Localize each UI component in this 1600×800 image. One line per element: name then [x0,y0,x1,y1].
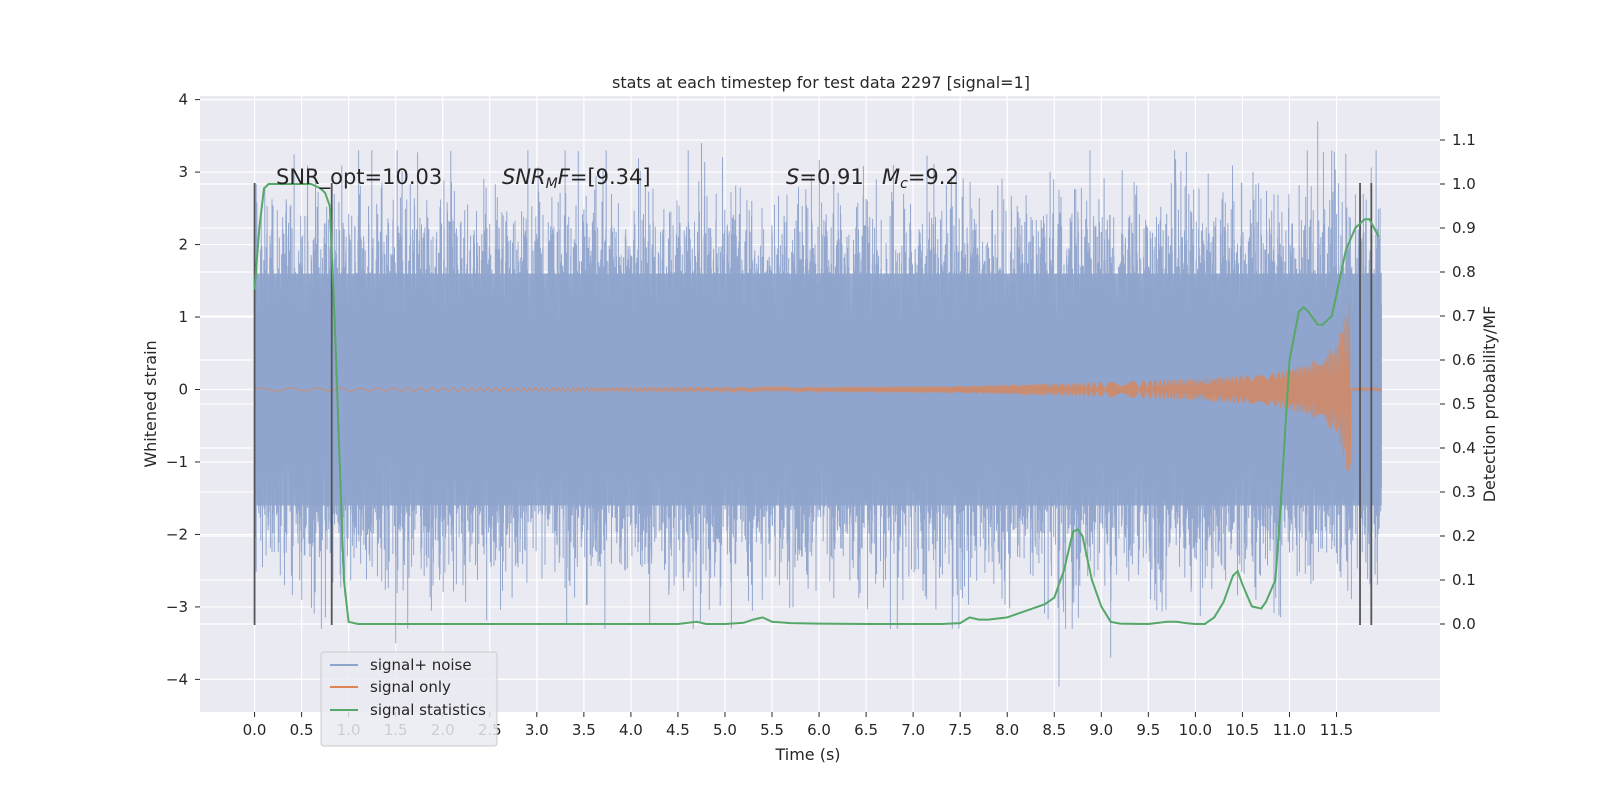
annotation-mc-label: M [882,165,900,189]
annotation-snr-mf-f: F [558,165,571,189]
legend-label-signal-statistics: signal statistics [370,701,486,719]
x-tick-label: 11.0 [1273,721,1306,739]
annotation-s-value: =0.91 [799,165,863,189]
x-tick-label: 6.0 [807,721,831,739]
x-tick-label: 10.5 [1226,721,1259,739]
x-tick-label: 3.0 [525,721,549,739]
legend-label-signal-noise: signal+ noise [370,656,472,674]
y-tick-label-right: 0.6 [1452,351,1476,369]
annotation-mc: Mc=9.2 [882,165,959,192]
x-tick-label: 9.0 [1089,721,1113,739]
y-tick-label-right: 0.4 [1452,439,1476,457]
y-tick-label-right: 0.3 [1452,483,1476,501]
y-tick-label-right: 0.8 [1452,263,1476,281]
x-tick-label: 4.0 [619,721,643,739]
x-tick-label: 0.5 [290,721,314,739]
annotation-snr-mf-label: SNR [502,165,546,189]
x-axis-title: Time (s) [774,745,840,764]
y-tick-label-right: 0.1 [1452,571,1476,589]
y-tick-label-left: 3 [178,163,188,181]
signal-statistics-line [253,183,1380,626]
legend: signal+ noise signal only signal statist… [320,651,498,747]
y-tick-label-left: 4 [178,91,188,109]
annotation-s-label: S [786,165,799,189]
annotation-mc-value: =9.2 [908,165,959,189]
y-tick-label-left: −2 [166,525,188,543]
legend-box [320,651,498,747]
y-axis-title-left: Whitened strain [141,340,160,467]
annotation-snr-opt: SNR_opt=10.03 [276,165,442,190]
y-tick-label-right: 0.9 [1452,219,1476,237]
chart-title: stats at each timestep for test data 229… [612,73,1030,92]
y-tick-label-right: 0.7 [1452,307,1476,325]
annotation-snr-mf: SNRMF=[9.34] [502,165,651,192]
signal-only-line [254,300,1383,472]
x-tick-label: 3.5 [572,721,596,739]
x-tick-label: 8.5 [1042,721,1066,739]
annotation-mc-sub: c [900,176,908,192]
y-axis-title-right: Detection probability/MF [1480,306,1499,503]
y-tick-label-left: −3 [166,598,188,616]
y-tick-label-right: 0.5 [1452,395,1476,413]
y-tick-label-left: 2 [178,236,188,254]
y-tick-label-left: −1 [166,453,188,471]
y-tick-label-right: 1.0 [1452,175,1476,193]
x-tick-label: 7.5 [948,721,972,739]
annotation-snr-mf-value: =[9.34] [570,165,651,189]
x-tick-label: 0.0 [243,721,267,739]
x-tick-label: 4.5 [666,721,690,739]
x-tick-label: 6.5 [854,721,878,739]
x-tick-label: 9.5 [1136,721,1160,739]
annotations: SNR_opt=10.03 SNRMF=[9.34] S=0.91 Mc=9.2 [276,165,959,192]
x-tick-label: 7.0 [901,721,925,739]
y-tick-label-right: 0.0 [1452,615,1476,633]
y-tick-label-left: 1 [178,308,188,326]
signal-only-series [254,300,1383,472]
annotation-s: S=0.91 [786,165,864,189]
x-tick-label: 11.5 [1320,721,1353,739]
y-tick-label-left: 0 [178,381,188,399]
y-tick-label-left: −4 [166,670,188,688]
x-tick-label: 5.5 [760,721,784,739]
y-tick-label-right: 1.1 [1452,131,1476,149]
annotation-snr-mf-sub: M [546,176,558,192]
x-tick-label: 8.0 [995,721,1019,739]
legend-label-signal-only: signal only [370,678,451,696]
y-tick-label-right: 0.2 [1452,527,1476,545]
signal-statistics-series [253,183,1380,626]
x-tick-label: 5.0 [713,721,737,739]
x-tick-label: 10.0 [1179,721,1212,739]
